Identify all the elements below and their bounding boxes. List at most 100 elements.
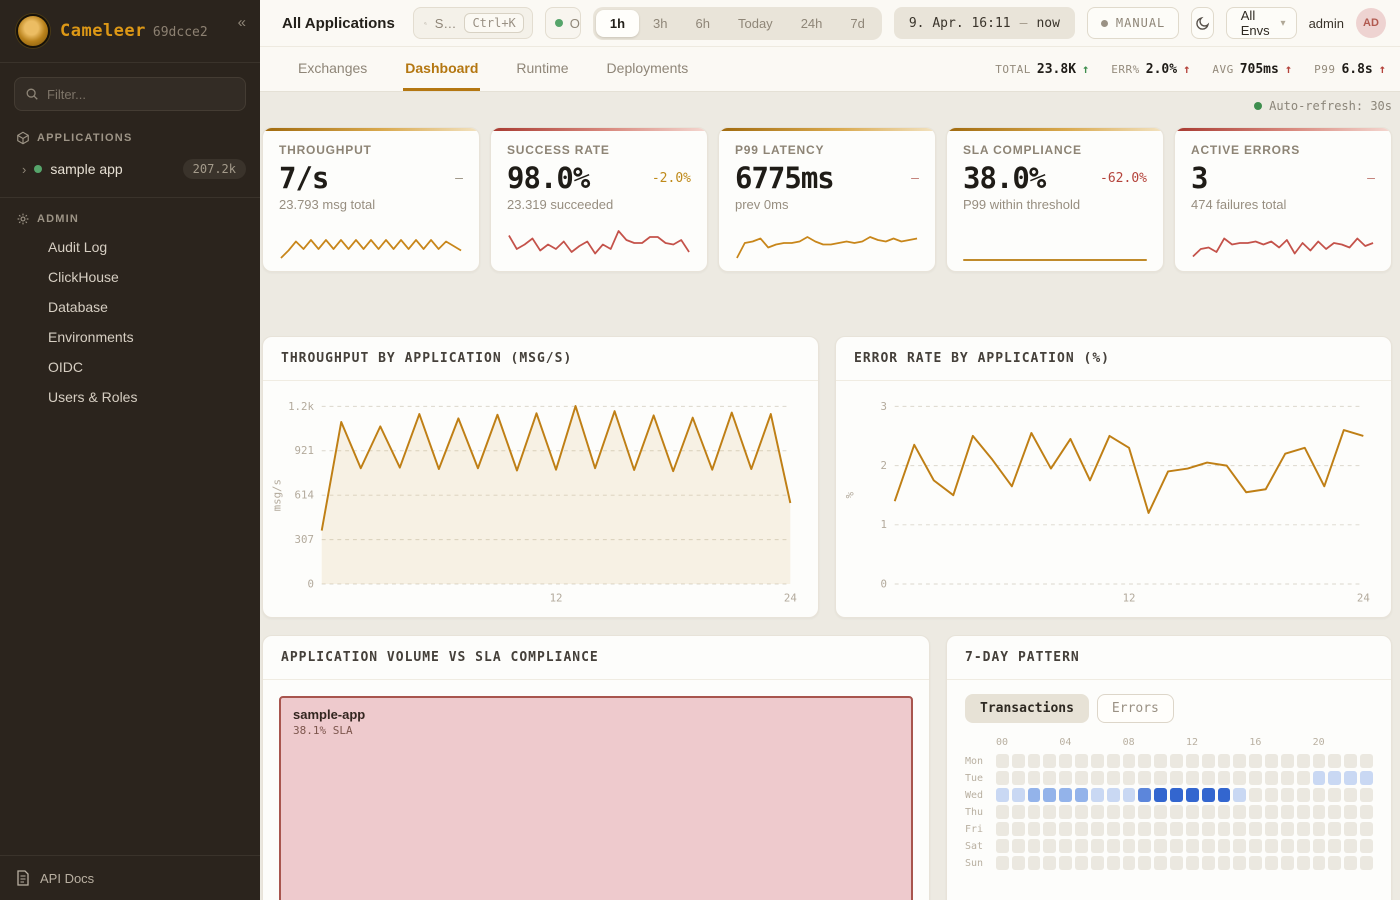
heatmap-cell[interactable]: [1280, 771, 1294, 785]
heatmap-cell[interactable]: [1328, 856, 1342, 870]
heatmap-cell[interactable]: [1027, 805, 1041, 819]
manual-mode-button[interactable]: MANUAL: [1086, 7, 1180, 39]
heatmap-cell[interactable]: [1154, 771, 1168, 785]
heatmap-cell[interactable]: [1059, 805, 1073, 819]
heatmap-cell[interactable]: [1217, 839, 1231, 853]
heatmap-cell[interactable]: [1122, 839, 1136, 853]
heatmap-cell[interactable]: [1185, 754, 1199, 768]
heatmap-cell[interactable]: [1296, 788, 1310, 802]
heatmap-cell[interactable]: [1296, 839, 1310, 853]
heatmap-cell[interactable]: [1170, 822, 1183, 836]
heatmap-cell[interactable]: [1233, 754, 1247, 768]
range-pill-24h[interactable]: 24h: [787, 10, 837, 37]
heatmap-cell[interactable]: [1360, 788, 1373, 802]
heatmap-cell[interactable]: [1170, 754, 1183, 768]
heatmap-cell[interactable]: [1138, 839, 1152, 853]
heatmap-cell[interactable]: [1106, 856, 1120, 870]
heatmap-cell[interactable]: [1280, 822, 1294, 836]
heatmap-cell[interactable]: [1122, 805, 1136, 819]
heatmap-cell[interactable]: [1312, 771, 1326, 785]
heatmap-cell[interactable]: [1265, 754, 1278, 768]
heatmap-cell[interactable]: [1154, 788, 1168, 802]
heatmap-cell[interactable]: [1360, 771, 1373, 785]
sidebar-filter[interactable]: [14, 77, 246, 111]
heatmap-cell[interactable]: [1360, 839, 1373, 853]
heatmap-cell[interactable]: [1170, 771, 1183, 785]
heatmap-cell[interactable]: [1138, 805, 1152, 819]
heatmap-cell[interactable]: [1233, 805, 1247, 819]
heatmap-cell[interactable]: [1328, 822, 1342, 836]
range-pill-7d[interactable]: 7d: [836, 10, 878, 37]
heatmap-cell[interactable]: [1059, 754, 1073, 768]
heatmap-cell[interactable]: [1344, 788, 1358, 802]
heatmap-cell[interactable]: [1027, 788, 1041, 802]
tab-dashboard[interactable]: Dashboard: [403, 47, 481, 91]
heatmap-cell[interactable]: [1011, 771, 1025, 785]
treemap-node-sample-app[interactable]: sample-app 38.1% SLA: [279, 696, 913, 900]
sidebar-item-environments[interactable]: Environments: [48, 329, 134, 345]
heatmap-cell[interactable]: [1122, 788, 1136, 802]
range-pill-6h[interactable]: 6h: [682, 10, 724, 37]
heatmap-cell[interactable]: [1027, 822, 1041, 836]
heatmap-cell[interactable]: [1360, 822, 1373, 836]
heatmap-cell[interactable]: [1217, 771, 1231, 785]
heatmap-cell[interactable]: [1154, 822, 1168, 836]
heatmap-cell[interactable]: [1360, 754, 1373, 768]
heatmap-cell[interactable]: [1185, 771, 1199, 785]
heatmap-cell[interactable]: [1011, 822, 1025, 836]
heatmap-cell[interactable]: [1249, 856, 1263, 870]
heatmap-cell[interactable]: [1280, 788, 1294, 802]
heatmap-cell[interactable]: [1217, 822, 1231, 836]
heatmap-cell[interactable]: [1138, 822, 1152, 836]
heatmap-cell[interactable]: [1217, 754, 1231, 768]
heatmap-cell[interactable]: [1090, 771, 1104, 785]
heatmap-cell[interactable]: [1170, 805, 1183, 819]
heatmap-cell[interactable]: [1059, 856, 1073, 870]
heatmap-cell[interactable]: [1185, 839, 1199, 853]
heatmap-cell[interactable]: [1075, 822, 1088, 836]
heatmap-cell[interactable]: [1217, 805, 1231, 819]
heatmap-cell[interactable]: [1011, 805, 1025, 819]
sidebar-item-database[interactable]: Database: [48, 299, 108, 315]
heatmap-cell[interactable]: [996, 754, 1009, 768]
heatmap-cell[interactable]: [1090, 839, 1104, 853]
heatmap-cell[interactable]: [1043, 839, 1057, 853]
heatmap-tab-errors[interactable]: Errors: [1096, 694, 1174, 723]
heatmap-cell[interactable]: [1312, 856, 1326, 870]
env-select[interactable]: All Envs ▾: [1225, 7, 1297, 39]
heatmap-cell[interactable]: [1027, 856, 1041, 870]
heatmap-cell[interactable]: [1201, 839, 1215, 853]
avatar[interactable]: AD: [1356, 8, 1386, 38]
heatmap-cell[interactable]: [1296, 856, 1310, 870]
heatmap-cell[interactable]: [1312, 754, 1326, 768]
heatmap-cell[interactable]: [1328, 805, 1342, 819]
heatmap-cell[interactable]: [1344, 754, 1358, 768]
heatmap-cell[interactable]: [996, 822, 1009, 836]
heatmap-cell[interactable]: [1027, 771, 1041, 785]
heatmap-cell[interactable]: [1075, 805, 1088, 819]
online-status-button[interactable]: O: [544, 7, 581, 39]
heatmap-cell[interactable]: [1075, 788, 1088, 802]
heatmap-cell[interactable]: [1011, 856, 1025, 870]
heatmap-cell[interactable]: [1090, 788, 1104, 802]
filter-input[interactable]: [47, 86, 235, 102]
heatmap-cell[interactable]: [1185, 805, 1199, 819]
heatmap-cell[interactable]: [1249, 788, 1263, 802]
heatmap-cell[interactable]: [1011, 788, 1025, 802]
heatmap-cell[interactable]: [1106, 805, 1120, 819]
heatmap-cell[interactable]: [1138, 856, 1152, 870]
heatmap-cell[interactable]: [1138, 788, 1152, 802]
heatmap-cell[interactable]: [1106, 822, 1120, 836]
heatmap-cell[interactable]: [996, 771, 1009, 785]
heatmap-cell[interactable]: [1122, 771, 1136, 785]
global-search[interactable]: S… Ctrl+K: [412, 7, 533, 39]
heatmap-cell[interactable]: [1249, 754, 1263, 768]
heatmap-cell[interactable]: [1265, 805, 1278, 819]
tab-deployments[interactable]: Deployments: [606, 59, 689, 76]
heatmap-cell[interactable]: [1201, 788, 1215, 802]
heatmap-cell[interactable]: [1280, 839, 1294, 853]
heatmap-cell[interactable]: [1138, 754, 1152, 768]
heatmap-cell[interactable]: [1217, 856, 1231, 870]
heatmap-cell[interactable]: [1201, 805, 1215, 819]
heatmap-cell[interactable]: [1280, 754, 1294, 768]
